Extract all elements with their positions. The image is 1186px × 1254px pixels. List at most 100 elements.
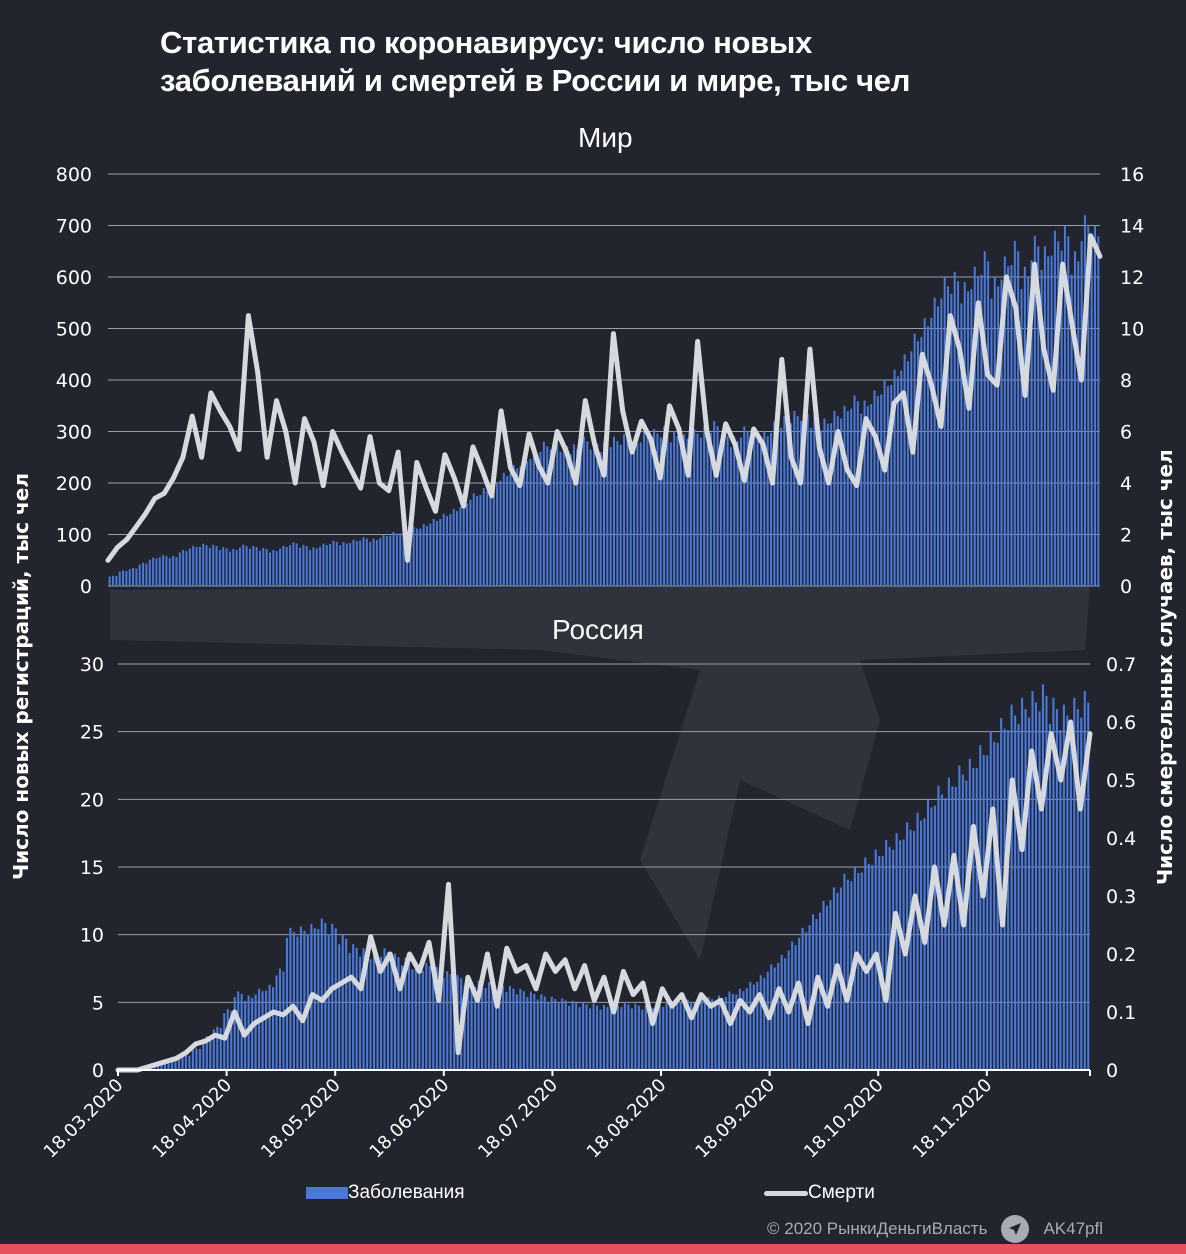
russia-case-bar: [766, 971, 769, 1070]
russia-case-bar: [1052, 697, 1055, 1070]
world-case-bar: [1003, 256, 1006, 586]
russia-case-bar: [947, 777, 950, 1070]
russia-case-bar: [177, 1059, 181, 1070]
russia-case-bar: [634, 1003, 637, 1070]
russia-right-tick-label: 0.4: [1106, 828, 1136, 850]
russia-right-tick-label: 0.2: [1106, 944, 1136, 966]
world-left-tick-label: 800: [56, 164, 92, 186]
x-tick-label: 18.11.2020: [909, 1075, 997, 1163]
world-case-bar: [582, 436, 585, 586]
russia-case-bar: [505, 991, 508, 1070]
russia-case-bar: [1080, 717, 1083, 1070]
russia-case-bar: [195, 1048, 198, 1070]
russia-case-bar: [585, 1004, 588, 1070]
world-case-bar: [389, 535, 392, 586]
russia-case-bar: [679, 1003, 682, 1070]
world-case-bar: [736, 441, 739, 586]
world-case-bar: [365, 538, 368, 586]
world-case-bar: [569, 454, 572, 586]
world-case-bar: [876, 396, 879, 586]
world-case-bar: [499, 480, 502, 586]
world-case-bar: [753, 428, 756, 586]
world-case-bar: [693, 428, 696, 586]
world-case-bar: [796, 416, 799, 586]
russia-case-bar: [641, 1009, 644, 1070]
russia-case-bar: [320, 918, 323, 1070]
world-case-bar: [402, 529, 405, 586]
russia-case-bar: [993, 741, 996, 1070]
russia-case-bar: [550, 996, 553, 1070]
world-case-bar: [232, 548, 235, 586]
russia-case-bar: [501, 985, 505, 1070]
world-case-bar: [823, 418, 826, 586]
world-case-bar: [850, 408, 853, 586]
world-right-tick-label: 0: [1120, 576, 1132, 598]
world-case-bar: [506, 476, 509, 586]
world-case-bar: [846, 411, 849, 586]
russia-case-bar: [731, 993, 734, 1070]
russia-left-tick-label: 20: [80, 789, 104, 811]
world-case-bar: [653, 428, 656, 586]
x-tick-label: 18.06.2020: [366, 1075, 454, 1163]
world-case-bar: [335, 542, 338, 586]
russia-case-bar: [1010, 704, 1013, 1070]
russia-case-bar: [728, 991, 731, 1070]
russia-case-bar: [442, 978, 445, 1070]
russia-right-tick-label: 0.3: [1106, 886, 1136, 908]
world-case-bar: [756, 433, 759, 586]
world-case-bar: [118, 571, 121, 586]
russia-case-bar: [202, 1038, 205, 1070]
russia-case-bar: [348, 952, 351, 1070]
russia-case-bar: [428, 966, 431, 1070]
world-case-bar: [773, 421, 776, 586]
world-case-bar: [703, 426, 706, 586]
world-case-bar: [412, 526, 415, 586]
world-right-tick-label: 12: [1120, 267, 1144, 289]
russia-case-bar: [265, 990, 268, 1070]
russia-case-bar: [1007, 730, 1010, 1070]
russia-case-bar: [484, 988, 487, 1070]
world-case-bar: [529, 459, 532, 586]
world-case-bar: [449, 514, 452, 586]
world-case-bar: [322, 543, 325, 586]
world-case-bar: [676, 436, 679, 586]
russia-case-bar: [958, 765, 961, 1070]
world-case-bar: [1050, 255, 1053, 586]
russia-case-bar: [749, 982, 752, 1070]
russia-case-bar: [860, 872, 863, 1070]
world-right-tick-label: 6: [1120, 422, 1132, 444]
world-case-bar: [649, 439, 652, 586]
world-case-bar: [228, 551, 231, 586]
world-case-bar: [866, 406, 869, 586]
world-case-bar: [192, 545, 195, 586]
world-case-bar: [820, 430, 823, 586]
world-case-bar: [268, 552, 271, 586]
world-case-bar: [432, 519, 435, 586]
world-case-bar: [175, 557, 178, 586]
world-case-bar: [916, 341, 919, 586]
russia-left-tick-label: 5: [92, 992, 104, 1014]
russia-right-tick-label: 0.7: [1106, 654, 1136, 676]
world-case-bar: [532, 449, 535, 586]
world-case-bar: [112, 575, 115, 586]
russia-case-bar: [271, 987, 275, 1070]
russia-case-bar: [724, 997, 727, 1070]
bottom-accent-bar: [0, 1244, 1186, 1254]
world-case-bar: [526, 461, 529, 586]
russia-case-bar: [822, 900, 825, 1070]
world-case-bar: [729, 447, 732, 586]
russia-case-bar: [1069, 723, 1072, 1070]
russia-case-bar: [467, 979, 470, 1070]
world-case-bar: [913, 333, 916, 586]
russia-case-bar: [979, 745, 982, 1070]
russia-case-bar: [620, 1007, 623, 1070]
russia-case-bar: [170, 1059, 174, 1070]
legend-line-swatch: [764, 1190, 808, 1196]
world-left-tick-label: 300: [56, 422, 92, 444]
russia-case-bar: [690, 1001, 693, 1070]
russia-case-bar: [418, 964, 421, 1070]
russia-case-bar: [1024, 708, 1027, 1070]
x-tick-label: 18.07.2020: [474, 1075, 562, 1163]
russia-case-bar: [676, 1000, 679, 1070]
russia-case-bar: [881, 856, 884, 1070]
